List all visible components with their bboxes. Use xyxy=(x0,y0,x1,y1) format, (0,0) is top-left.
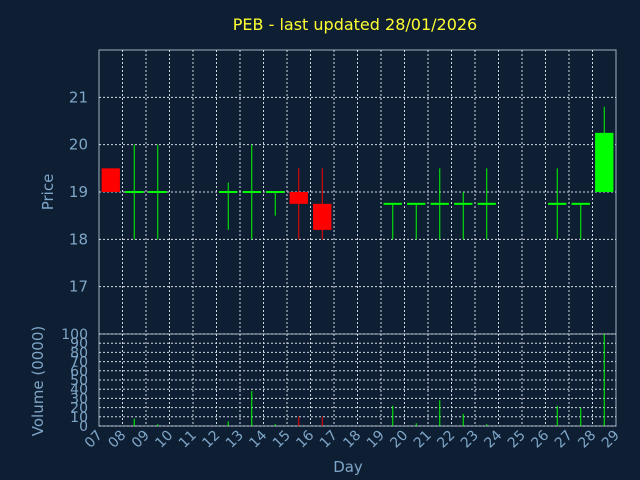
candle-body xyxy=(407,202,426,205)
candles xyxy=(101,106,614,240)
volume-axis-label: Volume (0000) xyxy=(29,326,47,436)
price-panel: 17 18 19 20 21 xyxy=(69,49,617,335)
candle-body xyxy=(289,192,308,204)
x-tick-label: 21 xyxy=(411,428,435,452)
price-axis-label: Price xyxy=(39,174,57,211)
x-tick-label: 18 xyxy=(340,428,364,452)
x-tick-label: 24 xyxy=(481,427,505,451)
price-y-tick-labels: 17 18 19 20 21 xyxy=(69,88,88,295)
volume-tick-label: 70 xyxy=(70,355,88,371)
volume-tick-label: 40 xyxy=(70,382,88,398)
x-tick-label: 12 xyxy=(199,428,223,452)
chart-title: PEB - last updated 28/01/2026 xyxy=(233,15,477,34)
x-tick-label: 23 xyxy=(458,428,482,452)
x-tick-label: 15 xyxy=(270,428,294,452)
x-tick-label: 14 xyxy=(246,427,270,451)
candle-body xyxy=(383,202,402,205)
candle-body xyxy=(571,202,590,205)
x-tick-label: 10 xyxy=(152,428,176,452)
price-tick-label: 20 xyxy=(69,136,88,154)
volume-bars xyxy=(133,334,605,426)
volume-tick-label: 0 xyxy=(79,419,88,435)
price-grid xyxy=(99,50,616,334)
volume-tick-label: 50 xyxy=(70,373,88,389)
x-tick-label: 26 xyxy=(528,427,552,451)
x-tick-label: 17 xyxy=(317,428,341,452)
x-tick-label: 25 xyxy=(505,428,529,452)
candle-body xyxy=(148,191,167,193)
price-tick-label: 19 xyxy=(69,183,88,201)
candle-body xyxy=(266,191,285,193)
x-tick-label: 09 xyxy=(129,428,153,452)
candle-body xyxy=(125,191,144,193)
candle-body xyxy=(242,191,261,193)
x-tick-label: 29 xyxy=(599,428,623,452)
x-tick-label: 11 xyxy=(176,428,200,452)
price-tick-label: 17 xyxy=(69,278,88,296)
x-tick-label: 19 xyxy=(364,428,388,452)
x-tick-label: 08 xyxy=(105,428,129,452)
volume-tick-label: 80 xyxy=(70,345,88,361)
volume-tick-label: 10 xyxy=(70,410,88,426)
volume-grid xyxy=(99,333,616,427)
x-tick-label: 22 xyxy=(434,428,458,452)
price-tick-label: 18 xyxy=(69,230,88,248)
x-tick-label: 16 xyxy=(293,427,317,451)
volume-tick-label: 60 xyxy=(70,364,88,380)
volume-tick-label: 20 xyxy=(70,401,88,417)
x-tick-label: 28 xyxy=(575,428,599,452)
price-tick-label: 21 xyxy=(69,88,88,106)
volume-tick-label: 90 xyxy=(70,336,88,352)
x-tick-labels: 07 08 09 10 11 12 13 14 15 16 17 18 19 20 21 22 23 24 25 26… xyxy=(82,427,623,451)
x-tick-label: 27 xyxy=(552,428,576,452)
candle-body xyxy=(477,202,496,205)
candle-body xyxy=(454,202,473,205)
candle-body xyxy=(219,191,238,193)
candle-body xyxy=(430,202,449,205)
candle-body xyxy=(595,132,614,192)
candle-body xyxy=(548,202,567,205)
candle-body xyxy=(313,203,332,230)
volume-tick-label: 100 xyxy=(61,327,88,343)
volume-tick-label: 30 xyxy=(70,391,88,407)
x-tick-label: 20 xyxy=(387,428,411,452)
candle-body xyxy=(101,168,120,192)
x-axis-label: Day xyxy=(333,458,363,476)
x-tick-label: 13 xyxy=(223,428,247,452)
